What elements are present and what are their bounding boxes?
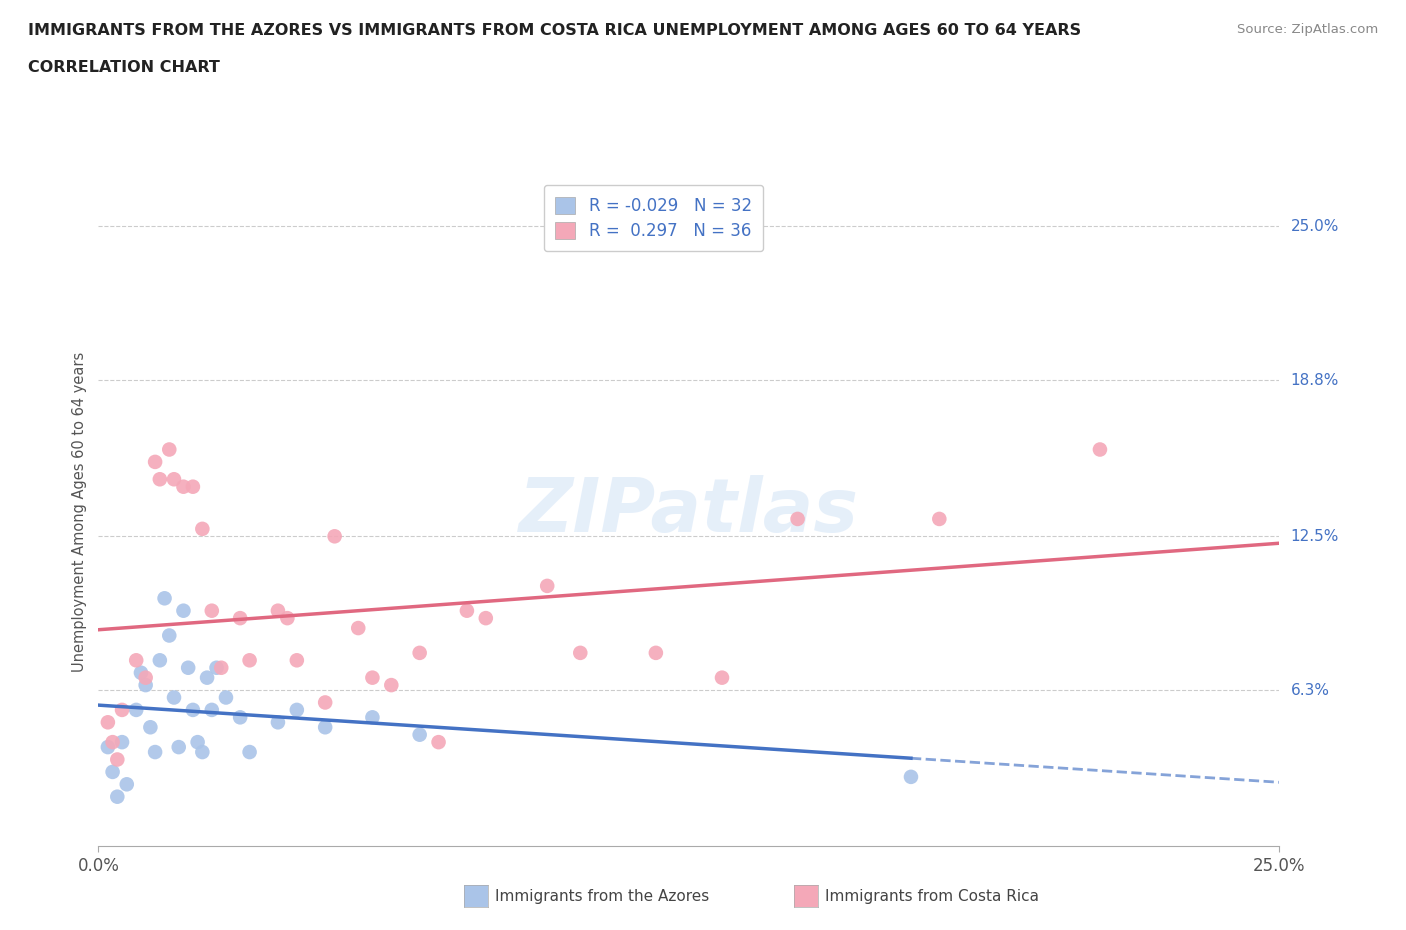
Point (191, 522, 214, 537)
Point (143, 745, 166, 760)
Point (239, 653, 262, 668)
Point (149, 653, 172, 668)
Text: 18.8%: 18.8% (1291, 373, 1339, 388)
Point (314, 695, 336, 710)
Point (1088, 442, 1111, 457)
Point (408, 645, 430, 660)
Point (201, 604, 224, 618)
Point (380, 678, 402, 693)
Point (475, 611, 498, 626)
Text: CORRELATION CHART: CORRELATION CHART (28, 60, 219, 75)
Point (323, 529, 346, 544)
Point (644, 645, 666, 660)
Point (786, 512, 808, 526)
Point (347, 620, 370, 635)
Point (97, 739, 120, 754)
Point (267, 715, 290, 730)
Point (177, 660, 200, 675)
Text: Immigrants from the Azores: Immigrants from the Azores (495, 889, 709, 904)
Text: IMMIGRANTS FROM THE AZORES VS IMMIGRANTS FROM COSTA RICA UNEMPLOYMENT AMONG AGES: IMMIGRANTS FROM THE AZORES VS IMMIGRANTS… (28, 23, 1081, 38)
Point (143, 455, 166, 470)
Point (285, 653, 308, 668)
Point (900, 769, 922, 784)
Point (111, 735, 134, 750)
Point (129, 665, 152, 680)
Text: 6.3%: 6.3% (1291, 683, 1330, 698)
Point (408, 727, 430, 742)
Y-axis label: Unemployment Among Ages 60 to 64 years: Unemployment Among Ages 60 to 64 years (72, 352, 87, 671)
Point (215, 690, 238, 705)
Point (361, 710, 384, 724)
Point (153, 591, 176, 605)
Point (928, 512, 950, 526)
Point (115, 777, 138, 791)
Text: Immigrants from Costa Rica: Immigrants from Costa Rica (825, 889, 1039, 904)
Point (167, 739, 190, 754)
Point (201, 702, 224, 717)
Point (157, 442, 180, 457)
Text: 12.5%: 12.5% (1291, 529, 1339, 544)
Legend: R = -0.029   N = 32, R =  0.297   N = 36: R = -0.029 N = 32, R = 0.297 N = 36 (544, 185, 763, 251)
Point (569, 645, 592, 660)
Point (209, 660, 232, 675)
Point (285, 702, 308, 717)
Point (191, 745, 214, 760)
Point (105, 752, 128, 767)
Point (101, 735, 124, 750)
Point (229, 710, 252, 724)
Point (97, 715, 120, 730)
Point (536, 578, 558, 593)
Point (125, 702, 148, 717)
Point (361, 671, 384, 685)
Point (135, 671, 157, 685)
Point (314, 720, 336, 735)
Point (163, 690, 186, 705)
Point (149, 472, 172, 486)
Point (205, 660, 228, 675)
Point (267, 604, 290, 618)
Point (181, 702, 204, 717)
Point (125, 653, 148, 668)
Point (456, 604, 478, 618)
Text: Source: ZipAtlas.com: Source: ZipAtlas.com (1237, 23, 1378, 36)
Point (427, 735, 450, 750)
Point (111, 702, 134, 717)
Point (157, 628, 180, 643)
Text: ZIPatlas: ZIPatlas (519, 475, 859, 548)
Point (139, 720, 162, 735)
Point (711, 671, 734, 685)
Point (195, 671, 218, 685)
Text: 25.0%: 25.0% (1291, 219, 1339, 233)
Point (135, 678, 157, 693)
Point (163, 472, 186, 486)
Point (105, 790, 128, 804)
Point (187, 735, 209, 750)
Point (172, 604, 194, 618)
Point (229, 611, 252, 626)
Point (101, 764, 124, 779)
Point (239, 745, 262, 760)
Point (181, 479, 204, 494)
Point (276, 611, 298, 626)
Point (172, 479, 194, 494)
